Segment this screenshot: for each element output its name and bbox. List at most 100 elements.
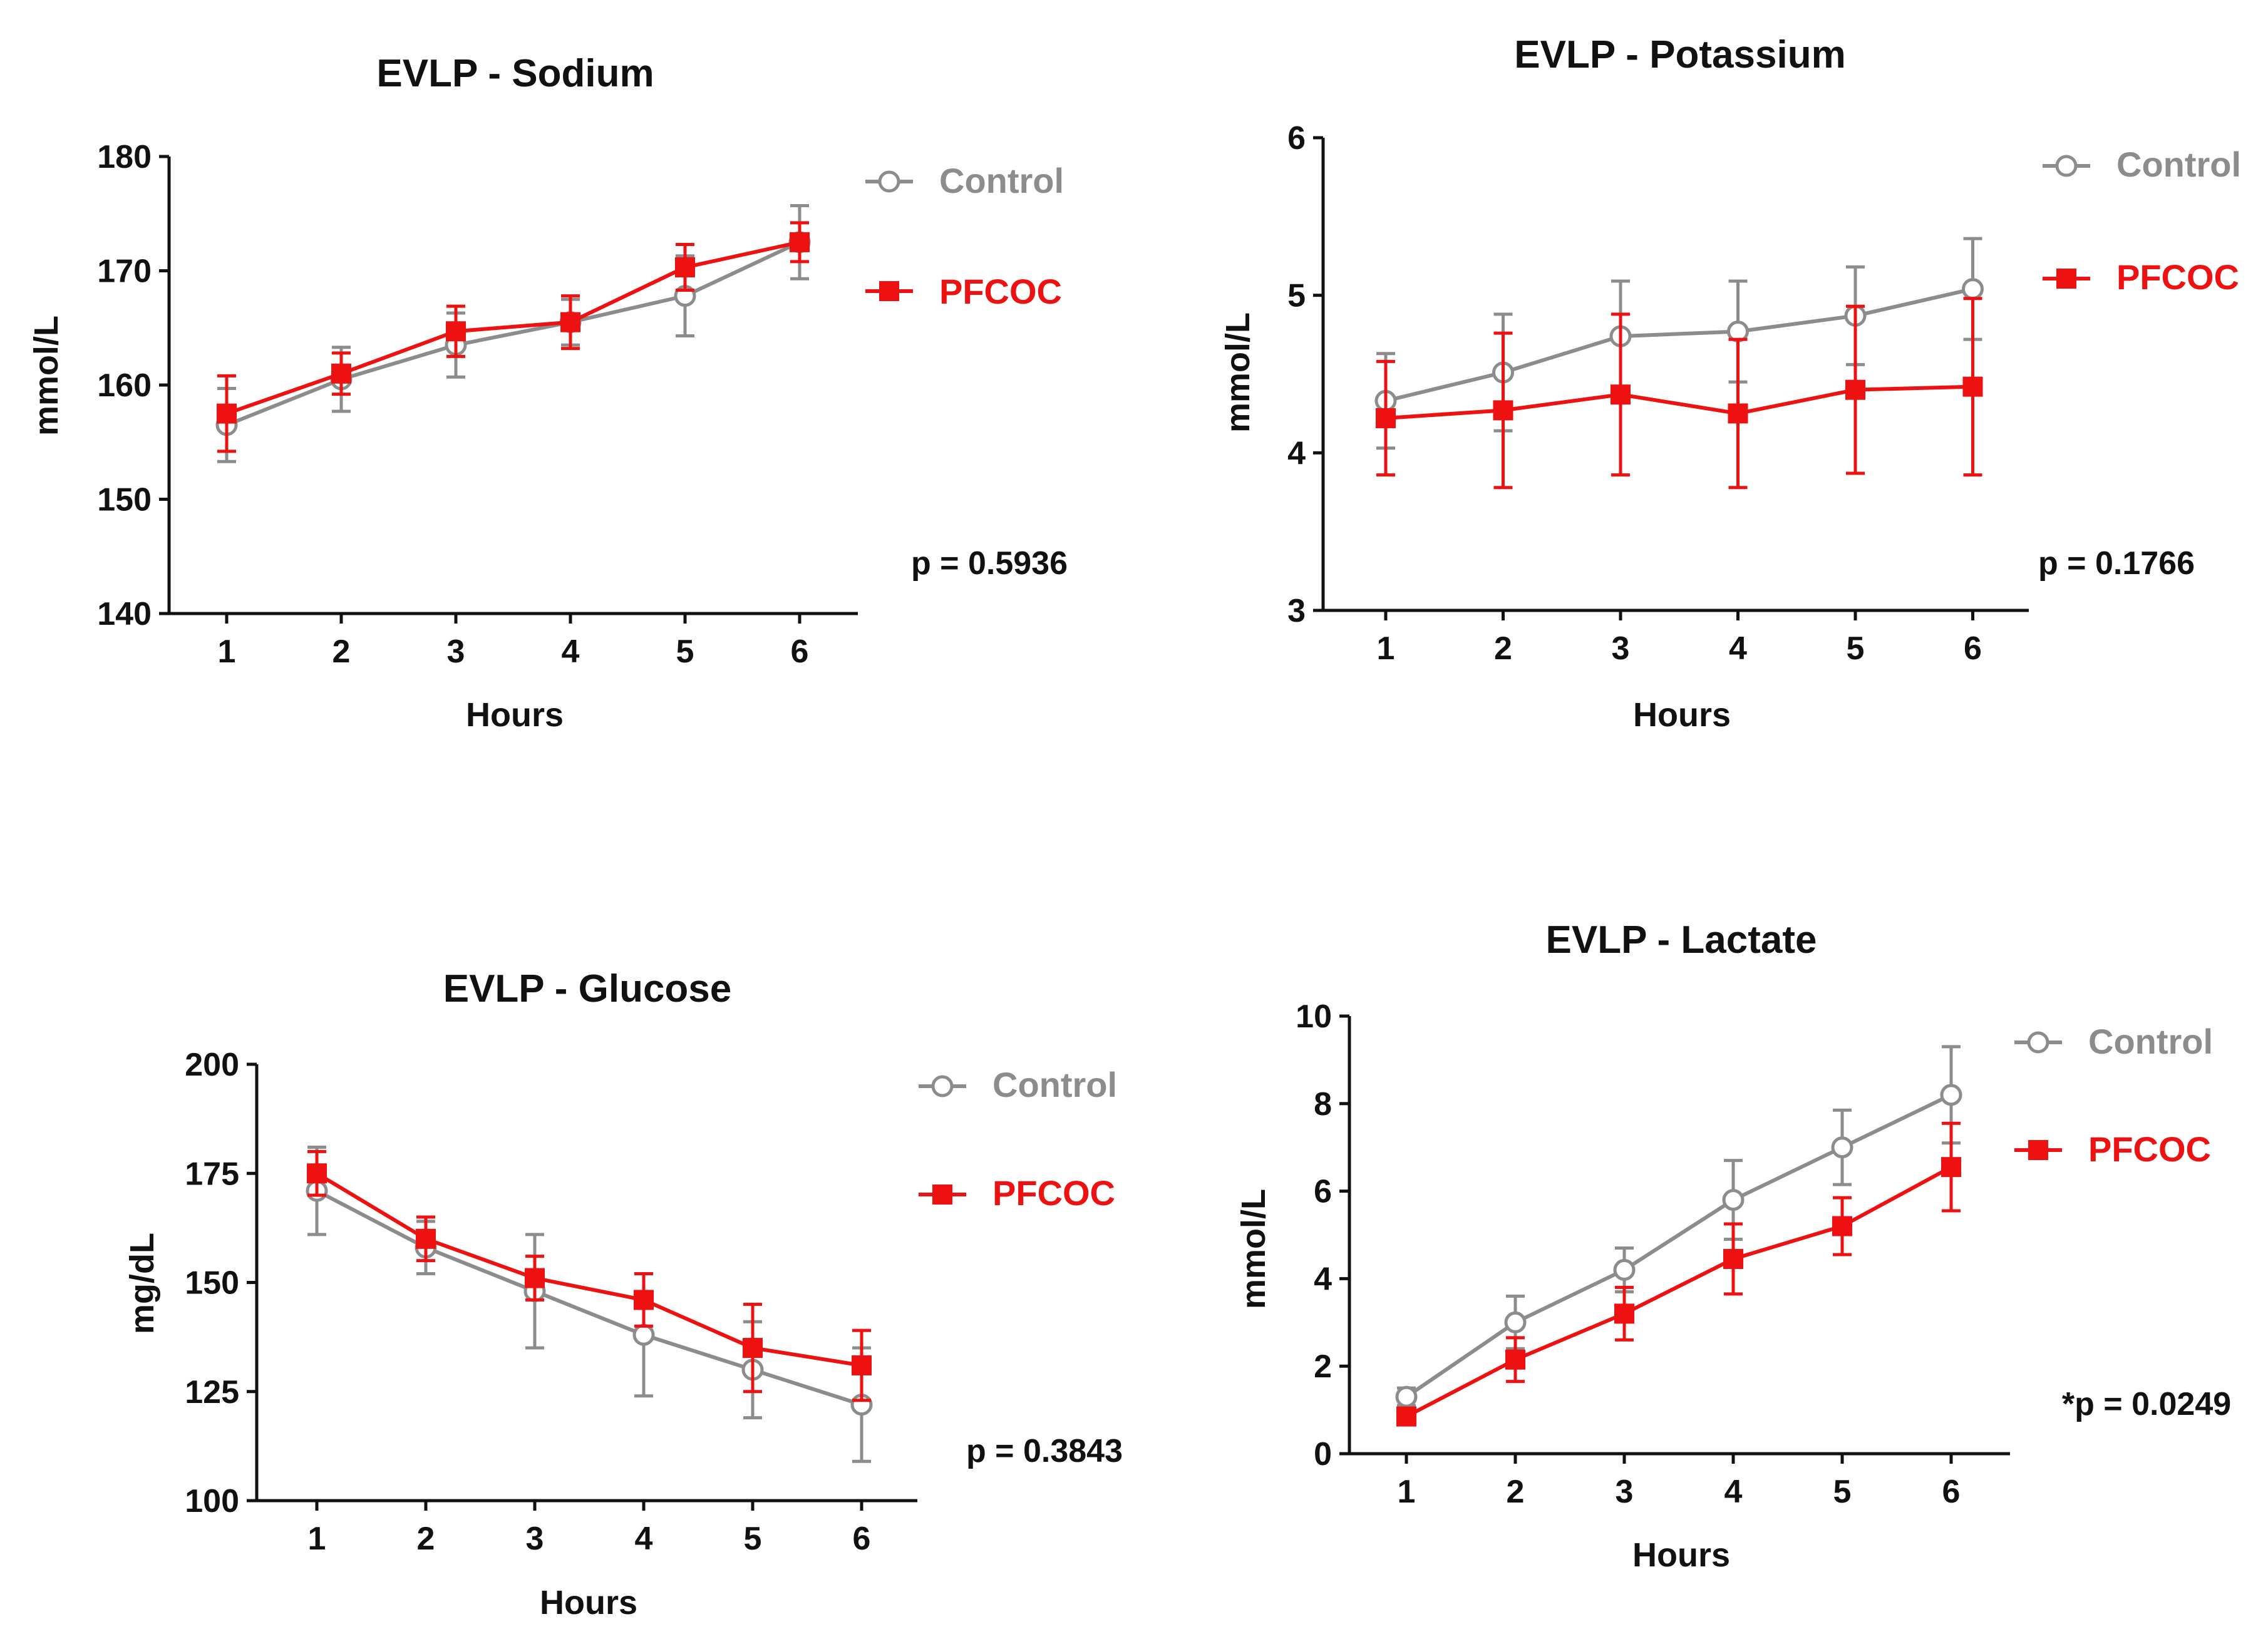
x-tick-label: 4 xyxy=(635,1521,653,1557)
legend-symbol xyxy=(931,1075,954,1097)
y-tick-label: 150 xyxy=(97,482,152,518)
x-tick-label: 6 xyxy=(1964,630,1982,667)
x-tick-label: 1 xyxy=(308,1521,326,1557)
data-point xyxy=(416,1228,436,1249)
x-tick-label: 5 xyxy=(676,634,694,670)
data-point xyxy=(1962,278,1984,301)
data-point xyxy=(446,321,466,342)
y-axis-label: mmol/L xyxy=(1219,312,1257,433)
series-control xyxy=(1374,237,1984,450)
data-point xyxy=(1493,400,1513,421)
y-tick-label: 160 xyxy=(97,367,152,404)
data-point xyxy=(1832,1216,1852,1236)
x-tick-label: 6 xyxy=(853,1521,871,1557)
legend-marker-pfcoc xyxy=(865,281,913,301)
legend-symbol xyxy=(2028,1140,2048,1160)
x-tick-label: 4 xyxy=(1729,630,1747,667)
legend-marker-control xyxy=(919,1075,966,1097)
series-pfcoc xyxy=(1396,1121,1961,1427)
series-pfcoc xyxy=(1376,297,1983,490)
legend: Control PFCOC xyxy=(2043,145,2241,297)
y-tick-label: 100 xyxy=(185,1483,239,1519)
y-tick-label: 2 xyxy=(1314,1349,1332,1385)
x-tick-label: 6 xyxy=(791,634,809,670)
data-point xyxy=(1941,1157,1961,1178)
series-line xyxy=(316,1189,862,1407)
x-tick-label: 2 xyxy=(332,634,351,670)
data-point xyxy=(1845,379,1865,400)
y-tick-label: 125 xyxy=(185,1374,239,1410)
series-line xyxy=(316,1171,862,1367)
legend-symbol xyxy=(932,1184,952,1205)
series-control xyxy=(1395,1045,1962,1408)
series-line xyxy=(1405,1093,1952,1399)
p-value: p = 0.5936 xyxy=(911,545,1068,582)
y-tick-label: 10 xyxy=(1296,999,1332,1035)
legend-label-control: Control xyxy=(2116,145,2241,184)
data-point xyxy=(790,232,810,252)
x-tick-label: 3 xyxy=(1616,1474,1634,1510)
x-tick-label: 2 xyxy=(1494,630,1512,667)
data-point xyxy=(1728,403,1748,424)
x-tick-label: 4 xyxy=(562,634,580,670)
legend: Control PFCOC xyxy=(919,1065,1117,1213)
y-tick-label: 0 xyxy=(1314,1436,1332,1472)
x-tick-label: 2 xyxy=(417,1521,435,1557)
series-pfcoc xyxy=(217,221,810,453)
legend-marker-control xyxy=(2014,1031,2062,1054)
data-point xyxy=(307,1163,327,1184)
chart-lactate: EVLP - Lactate mmol/L Hours *p = 0.0249 … xyxy=(1235,918,2231,1574)
data-point xyxy=(1940,1084,1962,1106)
legend-label-pfcoc: PFCOC xyxy=(2088,1129,2211,1169)
data-point xyxy=(1723,1248,1743,1269)
series-pfcoc xyxy=(307,1149,872,1402)
y-tick-label: 3 xyxy=(1287,593,1306,629)
x-tick-label: 5 xyxy=(1847,630,1865,667)
legend: Control PFCOC xyxy=(2014,1022,2213,1169)
data-point xyxy=(743,1338,763,1359)
legend-label-pfcoc: PFCOC xyxy=(2116,257,2239,297)
legend-label-pfcoc: PFCOC xyxy=(992,1173,1115,1213)
y-axis-label: mmol/L xyxy=(28,316,65,436)
legend-marker-pfcoc xyxy=(2014,1140,2062,1160)
data-point xyxy=(1831,1136,1853,1159)
legend-label-control: Control xyxy=(2088,1022,2213,1061)
data-point xyxy=(1395,1385,1418,1408)
legend-symbol xyxy=(2027,1031,2049,1054)
data-point xyxy=(852,1355,872,1375)
x-axis-label: Hours xyxy=(1633,696,1731,734)
series-line xyxy=(226,240,800,416)
x-tick-label: 4 xyxy=(1724,1474,1743,1510)
legend-label-control: Control xyxy=(939,161,1064,200)
series-control xyxy=(306,1145,873,1463)
y-tick-label: 4 xyxy=(1287,435,1306,471)
series-line xyxy=(1385,384,1973,420)
data-point xyxy=(1504,1311,1527,1333)
x-axis-label: Hours xyxy=(466,696,564,734)
chart-title: EVLP - Glucose xyxy=(443,967,732,1010)
data-point xyxy=(1396,1406,1416,1427)
series-line xyxy=(1385,287,1974,403)
data-point xyxy=(1611,384,1631,405)
x-axis-label: Hours xyxy=(1632,1536,1730,1574)
y-tick-label: 4 xyxy=(1314,1261,1332,1297)
legend-marker-control xyxy=(2043,155,2090,177)
legend: Control PFCOC xyxy=(865,161,1064,311)
x-tick-label: 6 xyxy=(1942,1474,1961,1510)
data-point xyxy=(1962,376,1983,397)
legend-label-control: Control xyxy=(992,1065,1117,1104)
legend-marker-pfcoc xyxy=(919,1184,966,1205)
chart-title: EVLP - Sodium xyxy=(376,52,654,95)
data-point xyxy=(1614,1303,1634,1324)
legend-label-pfcoc: PFCOC xyxy=(939,272,1062,311)
chart-title: EVLP - Potassium xyxy=(1514,33,1845,76)
y-tick-label: 140 xyxy=(97,596,152,632)
x-axis-label: Hours xyxy=(540,1584,637,1621)
chart-potassium: EVLP - Potassium mmol/L Hours p = 0.1766… xyxy=(1219,33,2241,734)
p-value: p = 0.3843 xyxy=(966,1433,1123,1469)
y-tick-label: 5 xyxy=(1287,278,1306,314)
y-axis-label: mg/dL xyxy=(123,1233,161,1334)
x-tick-label: 1 xyxy=(1377,630,1395,667)
legend-symbol xyxy=(879,281,899,301)
